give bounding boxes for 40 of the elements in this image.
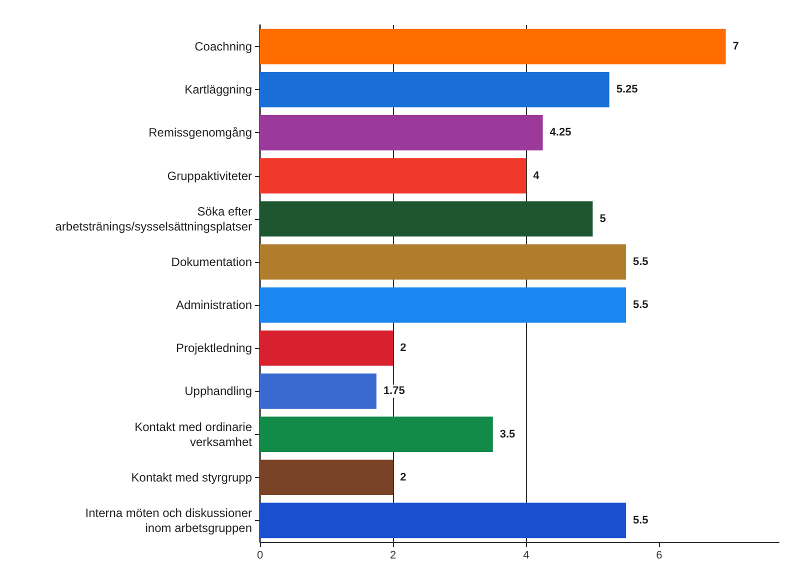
data-label: 5.5 <box>632 514 648 526</box>
x-tick-label: 4 <box>523 550 530 562</box>
bar <box>260 158 526 194</box>
y-tick-label: Interna möten och diskussioner inom arbetsgruppen <box>85 506 252 535</box>
bar <box>260 374 376 409</box>
y-tick-label: Dokumentation <box>171 254 252 269</box>
y-tick-label: Remissgenomgång <box>148 126 252 140</box>
x-tick-label: 0 <box>256 550 264 562</box>
y-tick-label: Kontakt med ordinarie verksamhet <box>134 420 253 449</box>
y-tick-label: Kontakt med styrgrupp <box>131 470 252 484</box>
y-tick-label: Administration <box>176 298 252 312</box>
data-label: 4.25 <box>550 126 572 139</box>
bar <box>260 416 493 452</box>
bar <box>260 115 543 150</box>
bar <box>260 28 726 64</box>
data-label: 3.5 <box>500 428 516 440</box>
bar <box>260 244 626 280</box>
data-label: 5.25 <box>616 84 638 96</box>
data-label: 5 <box>600 212 606 225</box>
x-tick-label: 6 <box>656 550 662 562</box>
bar <box>260 72 610 108</box>
bar <box>260 502 626 538</box>
y-tick-label: Coachning <box>194 40 252 54</box>
x-tick-label: 2 <box>390 550 396 562</box>
bar <box>260 460 394 496</box>
y-tick-label: Upphandling <box>184 384 252 398</box>
data-label: 5.5 <box>632 256 648 268</box>
y-tick-label: Kartläggning <box>184 82 252 97</box>
y-tick-label: Projektledning <box>176 341 252 356</box>
data-label: 2 <box>400 342 406 354</box>
data-label: 1.75 <box>383 385 405 398</box>
y-tick-label: Gruppaktiviteter <box>167 168 252 183</box>
data-label: 2 <box>400 471 406 484</box>
bar <box>260 201 593 237</box>
bar <box>260 330 394 366</box>
data-label: 4 <box>533 170 540 182</box>
bar <box>260 287 626 323</box>
y-tick-label: Söka efter arbetstränings/sysselsättningsplatser <box>55 204 252 234</box>
data-label: 5.5 <box>632 299 648 312</box>
data-label: 7 <box>732 40 739 53</box>
